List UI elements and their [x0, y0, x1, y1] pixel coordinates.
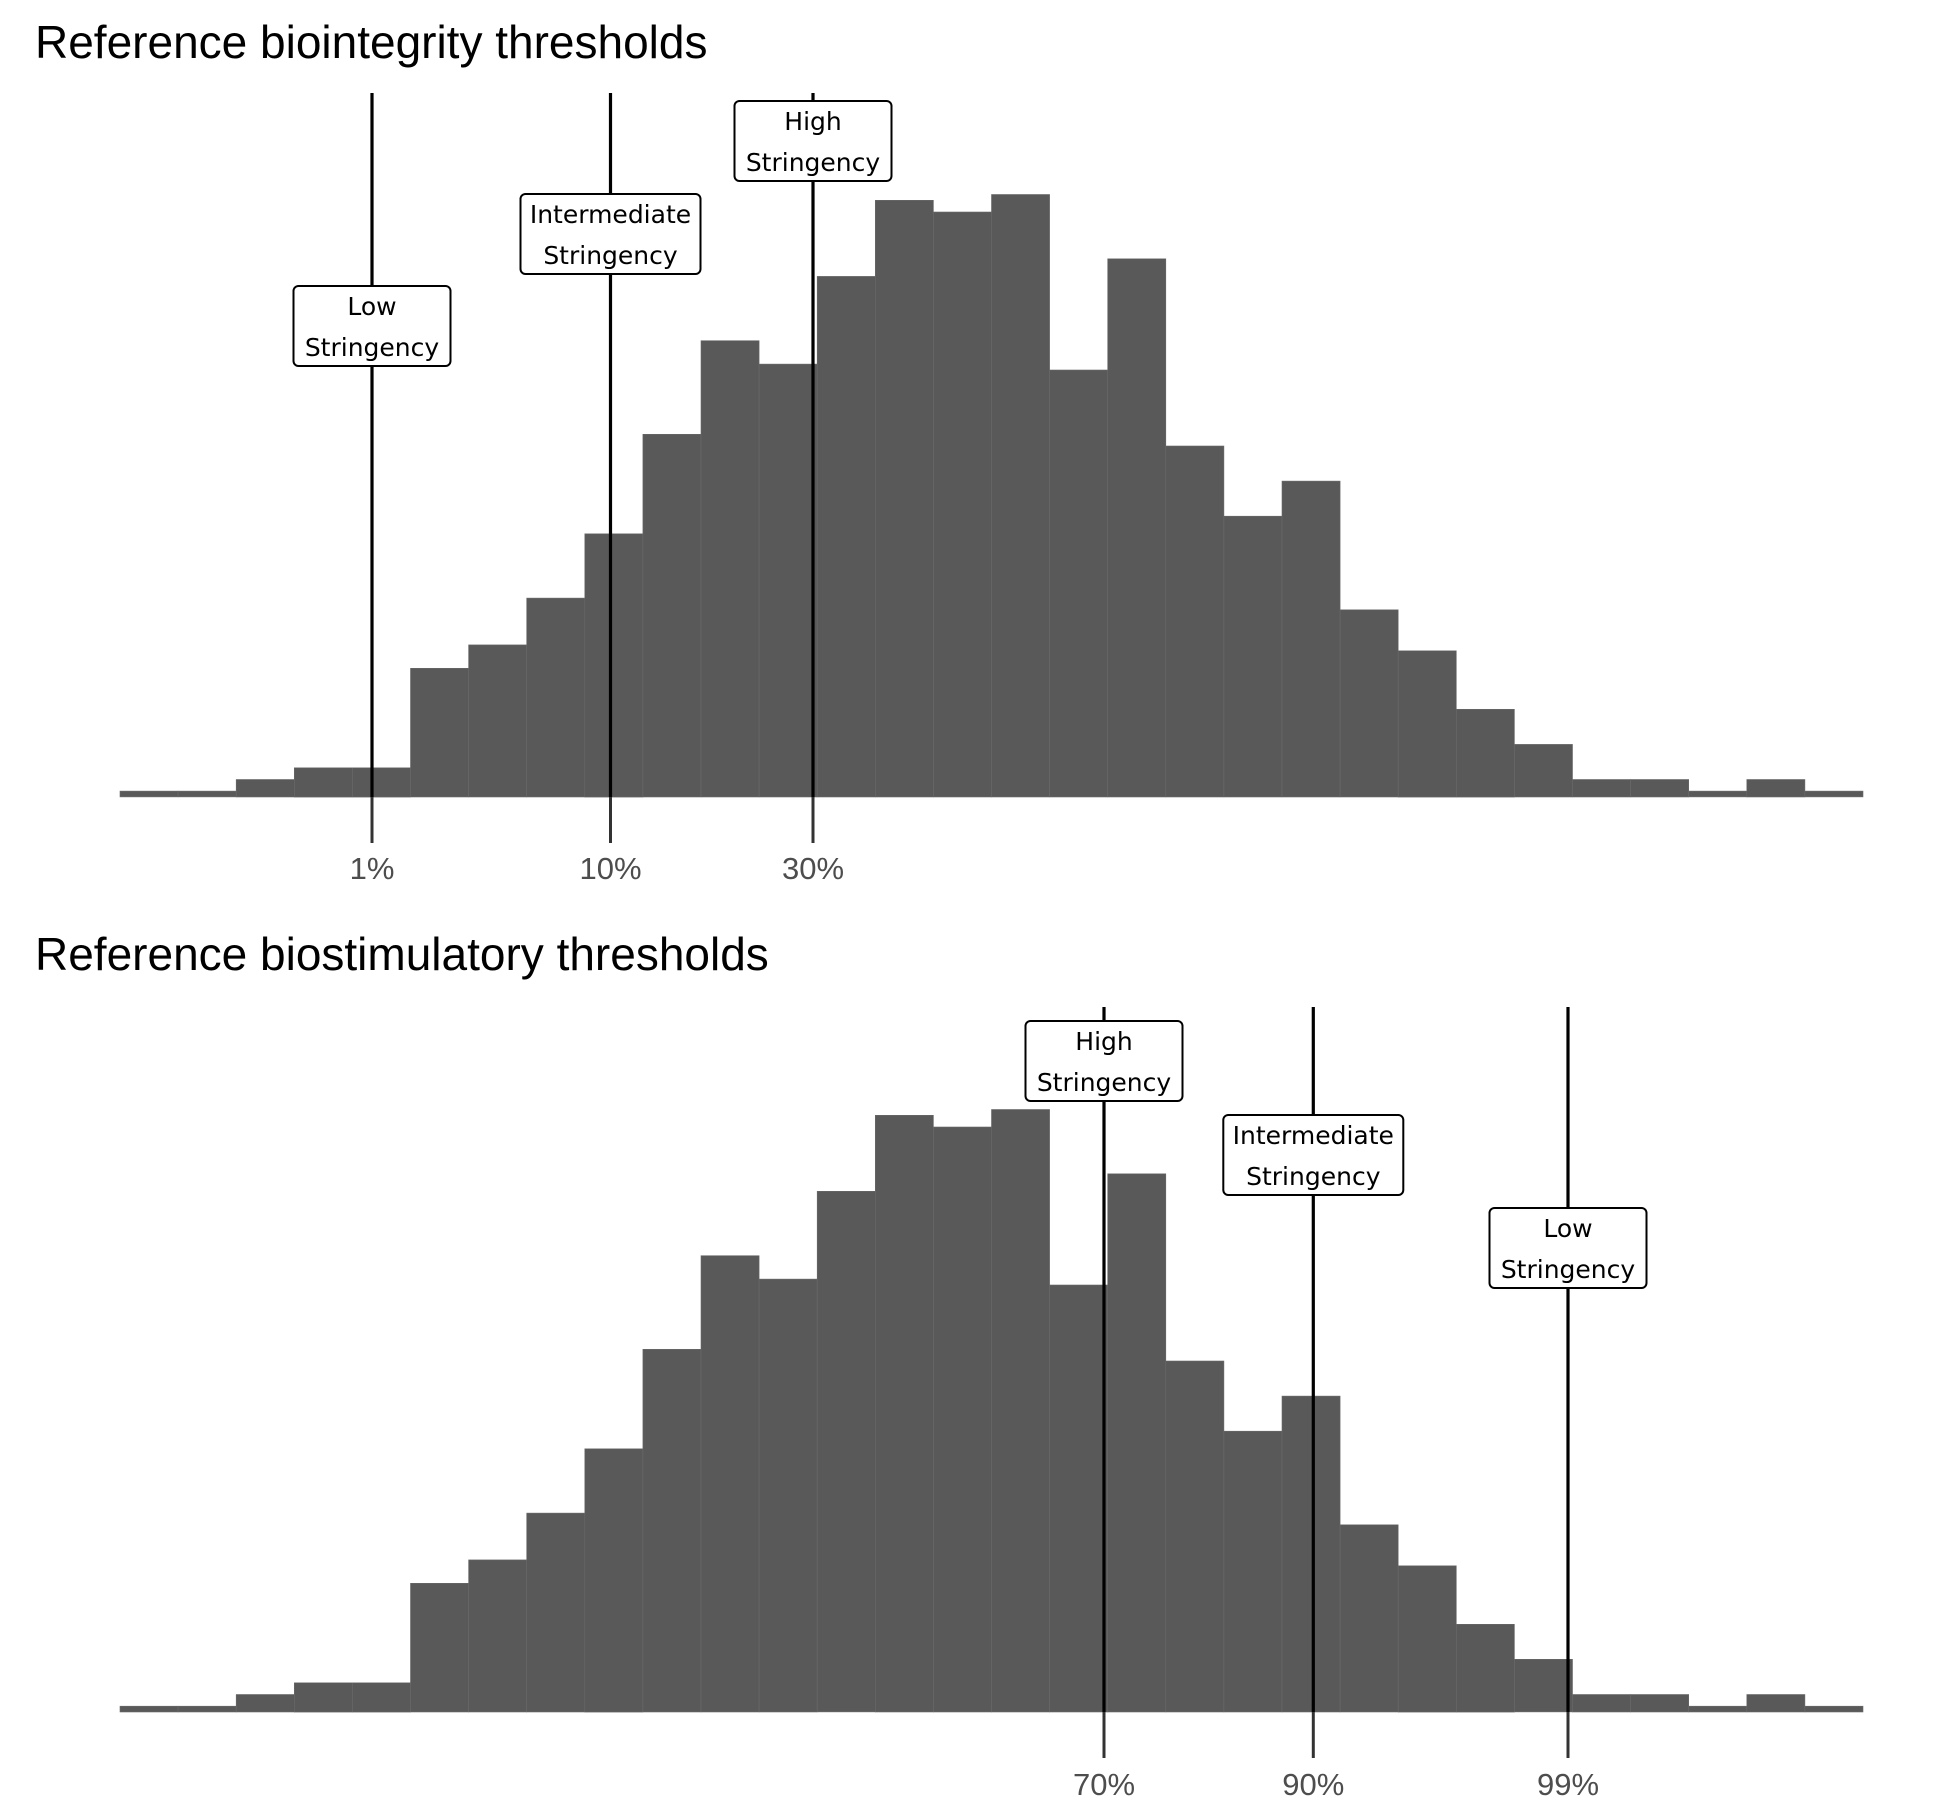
histogram-bar: [1804, 1705, 1864, 1713]
tick-label: 30%: [782, 851, 844, 886]
histogram-bar: [1281, 1395, 1341, 1713]
threshold-label-line2: Stringency: [1501, 1255, 1636, 1284]
tick-label: 1%: [350, 851, 395, 886]
histogram-bar: [1630, 779, 1689, 798]
histogram-bar: [1049, 1284, 1108, 1713]
histogram-bar: [1456, 1624, 1515, 1713]
histogram-bar: [700, 1255, 760, 1713]
histogram-bar: [352, 767, 411, 798]
histogram-bar: [468, 1559, 528, 1713]
tick-label: 70%: [1073, 1767, 1135, 1802]
histogram-bar: [1223, 515, 1283, 798]
histogram-bar: [642, 1349, 702, 1713]
threshold-label-box: [1488, 1207, 1648, 1289]
histogram-bar: [758, 1278, 818, 1713]
histogram-bar: [933, 1126, 992, 1713]
histogram-bar: [700, 340, 760, 798]
histogram-bar: [410, 1583, 469, 1713]
histogram-bar: [1281, 480, 1341, 798]
threshold-label-box: [1222, 1114, 1405, 1196]
threshold-label-line1: Intermediate: [530, 200, 691, 229]
histogram-bar: [1688, 790, 1748, 798]
histogram-bar: [1339, 609, 1399, 798]
histogram-bar: [352, 1682, 411, 1713]
biostimulatory-panel: Reference biostimulatory thresholds 70% H…: [35, 928, 1864, 1802]
histogram-bar: [584, 1448, 644, 1713]
threshold-label-box: [733, 100, 893, 182]
threshold-label-line2: Stringency: [1037, 1068, 1172, 1097]
threshold-label-line1: Low: [347, 292, 396, 321]
histogram-bar: [584, 533, 644, 798]
histogram-bar: [1688, 1705, 1748, 1713]
histogram-bar: [1339, 1524, 1399, 1713]
biointegrity-panel: Reference biointegrity thresholds 1% Low S…: [35, 16, 1864, 886]
histogram-bar: [1572, 779, 1631, 798]
biointegrity-bars: [119, 194, 1864, 798]
histogram-bar: [1049, 369, 1108, 798]
histogram-bar: [1746, 779, 1806, 798]
threshold-label-line2: Stringency: [543, 241, 678, 270]
histogram-bar: [1107, 258, 1167, 798]
histogram-bar: [758, 363, 818, 798]
histogram-bar: [933, 211, 992, 798]
threshold-label-line2: Stringency: [746, 148, 881, 177]
histogram-bar: [1397, 1565, 1457, 1713]
histogram-bar: [177, 1705, 237, 1713]
histogram-bar: [177, 790, 237, 798]
histogram-bar: [1514, 1659, 1573, 1713]
threshold-label-line1: High: [1075, 1027, 1132, 1056]
tick-label: 90%: [1282, 1767, 1344, 1802]
histogram-bar: [526, 1512, 586, 1713]
histogram-bar: [1165, 445, 1225, 798]
histogram-bar: [468, 644, 528, 798]
histogram-bar: [642, 433, 702, 798]
histogram-bar: [293, 767, 353, 798]
histogram-bar: [1804, 790, 1864, 798]
threshold-label-line1: Low: [1543, 1214, 1592, 1243]
histogram-bar: [874, 1115, 934, 1713]
histogram-bar: [1630, 1694, 1689, 1713]
histogram-bar: [119, 1705, 179, 1713]
histogram-bar: [991, 1109, 1050, 1713]
threshold-label-box: [519, 193, 702, 275]
threshold-label-line2: Stringency: [1246, 1162, 1381, 1191]
histogram-bar: [1165, 1360, 1225, 1713]
histogram-bar: [1397, 650, 1457, 798]
histogram-bar: [235, 779, 295, 798]
histogram-bar: [1107, 1173, 1167, 1713]
histogram-bar: [1572, 1694, 1631, 1713]
biointegrity-thresholds: 1% Low Stringency 10% Intermediate Stringency…: [292, 93, 893, 886]
threshold-label-box: [1024, 1020, 1184, 1102]
biointegrity-title: Reference biointegrity thresholds: [35, 16, 707, 68]
histogram-bar: [1514, 744, 1573, 798]
histogram-bar: [119, 790, 179, 798]
histogram-bar: [235, 1694, 295, 1713]
histogram-bar: [1746, 1694, 1806, 1713]
histogram-bar: [526, 597, 586, 798]
threshold-label-line1: High: [784, 107, 841, 136]
histogram-bar: [816, 1191, 876, 1713]
histogram-bar: [1456, 708, 1515, 798]
biostimulatory-bars: [119, 1109, 1864, 1713]
histogram-bar: [874, 200, 934, 798]
histogram-bar: [293, 1682, 353, 1713]
tick-label: 99%: [1537, 1767, 1599, 1802]
threshold-label-line1: Intermediate: [1233, 1121, 1394, 1150]
threshold-label-box: [292, 285, 452, 367]
histogram-bar: [991, 194, 1050, 798]
histogram-bar: [410, 667, 469, 798]
threshold-label-line2: Stringency: [305, 333, 440, 362]
biostimulatory-thresholds: 70% High Stringency 90% Intermediate Stringen…: [1024, 1007, 1648, 1802]
histogram-bar: [816, 276, 876, 798]
biostimulatory-title: Reference biostimulatory thresholds: [35, 928, 769, 980]
histogram-bar: [1223, 1430, 1283, 1713]
tick-label: 10%: [579, 851, 641, 886]
